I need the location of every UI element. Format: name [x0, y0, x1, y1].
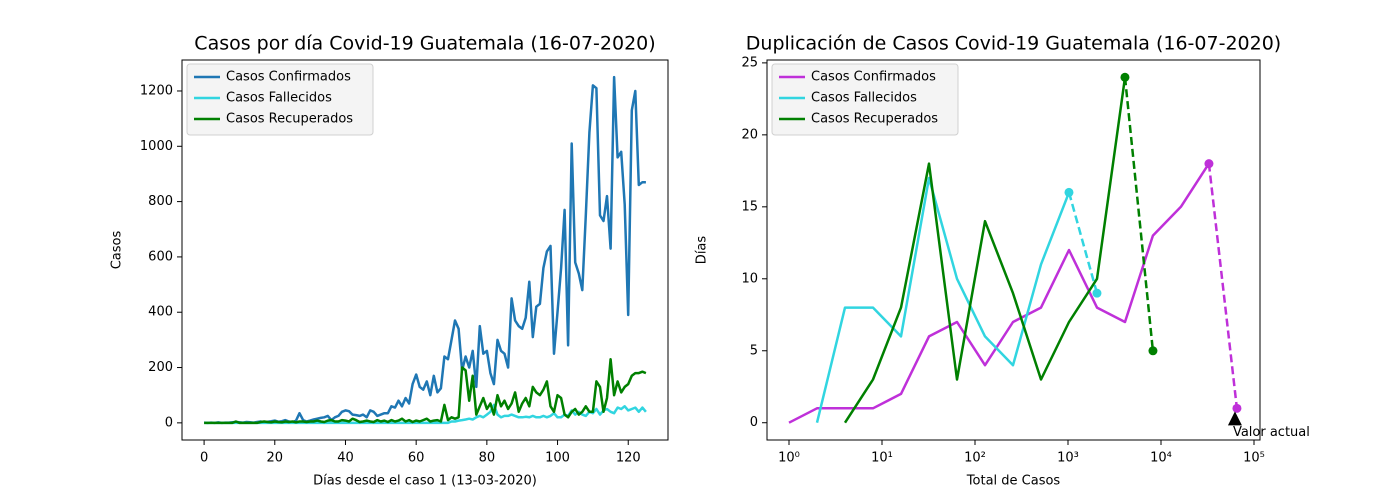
- x-tick-label: 120: [616, 451, 641, 466]
- legend-box: [186, 63, 374, 136]
- y-tick-label: 1200: [140, 83, 173, 98]
- legend-label: Casos Fallecidos: [226, 91, 332, 106]
- legend: Casos Confirmados Casos Fallecidos Casos R…: [771, 63, 959, 136]
- y-tick-label: 10: [741, 271, 758, 286]
- y-tick-label: 0: [750, 415, 758, 430]
- y-tick-label: 400: [148, 305, 173, 320]
- projection-line: [1123, 77, 1155, 351]
- x-tick-label: 10⁰: [778, 451, 800, 466]
- x-tick-label: 100: [545, 451, 570, 466]
- legend-label: Casos Recuperados: [226, 112, 353, 127]
- legend-label: Casos Recuperados: [811, 112, 938, 127]
- x-tick-label: 10³: [1057, 451, 1079, 466]
- x-tick-label: 10⁵: [1243, 451, 1265, 466]
- x-tick-label: 10²: [964, 451, 986, 466]
- legend-box: [771, 63, 959, 136]
- series-line: [204, 357, 647, 425]
- point: [1148, 346, 1158, 356]
- x-tick-label: 80: [479, 451, 496, 466]
- legend-label: Casos Fallecidos: [811, 91, 917, 106]
- axes-frame: [766, 59, 1261, 441]
- axes-frame: [181, 59, 669, 441]
- point: [1204, 159, 1214, 169]
- point: [1064, 187, 1074, 197]
- series-line: [788, 162, 1210, 424]
- annotation-arrow: [1227, 411, 1242, 426]
- x-tick-label: 0: [200, 451, 208, 466]
- y-tick-label: 15: [741, 199, 758, 214]
- x-tick-label: 40: [337, 451, 354, 466]
- projection-line: [1207, 163, 1239, 409]
- point: [1092, 288, 1102, 298]
- y-tick-label: 600: [148, 249, 173, 264]
- point: [1232, 403, 1242, 413]
- annotation: Valor actual: [1233, 425, 1310, 440]
- y-tick-label: 20: [741, 127, 758, 142]
- x-tick-label: 60: [408, 451, 425, 466]
- y-tick-label: 5: [750, 343, 758, 358]
- y-axis-label: Casos: [110, 231, 125, 270]
- y-tick-label: 1000: [140, 139, 173, 154]
- x-tick-label: 20: [267, 451, 284, 466]
- chart-title: Casos por día Covid-19 Guatemala (16-07-…: [194, 33, 655, 55]
- y-tick-label: 800: [148, 194, 173, 209]
- x-tick-label: 10⁴: [1150, 451, 1172, 466]
- legend-label: Casos Confirmados: [226, 70, 351, 85]
- chart-title: Duplicación de Casos Covid-19 Guatemala …: [746, 33, 1281, 55]
- x-tick-label: 10¹: [871, 451, 893, 466]
- series-line: [815, 176, 1071, 423]
- x-axis-label: Días desde el caso 1 (13-03-2020): [313, 474, 537, 489]
- y-tick-label: 0: [165, 415, 173, 430]
- legend-label: Casos Confirmados: [811, 70, 936, 85]
- y-axis-label: Días: [695, 236, 710, 265]
- series-line: [843, 77, 1127, 424]
- y-tick-label: 25: [741, 55, 758, 70]
- projection-line: [1067, 192, 1099, 294]
- y-tick-label: 200: [148, 360, 173, 375]
- legend: Casos Confirmados Casos Fallecidos Casos R…: [186, 63, 374, 136]
- x-axis-label: Total de Casos: [966, 474, 1061, 489]
- point: [1120, 72, 1130, 82]
